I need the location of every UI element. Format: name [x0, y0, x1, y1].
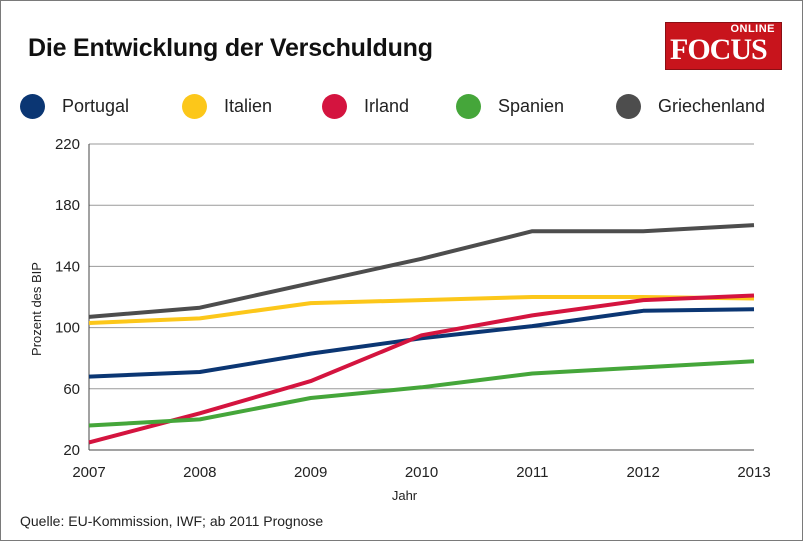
logo-focus-text: FOCUS [670, 33, 768, 66]
legend-label: Italien [224, 95, 273, 116]
legend-swatch [20, 93, 45, 119]
y-tick-label: 220 [55, 136, 80, 153]
series-line-griechenland [88, 223, 755, 319]
x-tick-label: 2008 [183, 464, 216, 481]
legend-swatch [456, 93, 481, 119]
legend-label: Spanien [498, 95, 565, 116]
series-line-spanien [88, 359, 755, 428]
series-line-italien [88, 295, 755, 325]
x-tick-label: 2012 [626, 464, 659, 481]
x-tick-label: 2011 [516, 464, 548, 481]
chart-title: Die Entwicklung der Verschuldung [28, 34, 433, 62]
legend-swatch [182, 93, 207, 119]
y-tick-label: 20 [63, 442, 80, 459]
legend-label: Portugal [62, 95, 130, 116]
logo-online-text: ONLINE [730, 23, 775, 35]
y-axis-title: Prozent des BIP [29, 262, 44, 356]
legend-item-portugal: Portugal [20, 91, 129, 121]
series-line-portugal [88, 307, 755, 379]
y-tick-label: 100 [55, 320, 80, 337]
y-tick-label: 180 [55, 197, 80, 214]
x-axis-title: Jahr [392, 488, 418, 503]
legend-item-griechenland: Griechenland [616, 91, 765, 121]
x-tick-label: 2009 [294, 464, 327, 481]
x-tick-label: 2013 [737, 464, 770, 481]
legend: Portugal Italien Irland Spanien Griechenland [20, 91, 800, 121]
legend-item-irland: Irland [322, 91, 409, 121]
legend-label: Irland [364, 95, 410, 116]
legend-item-italien: Italien [182, 91, 272, 121]
focus-online-logo[interactable]: ONLINE FOCUS [665, 22, 782, 70]
legend-swatch [322, 93, 347, 119]
x-tick-label: 2010 [405, 464, 438, 481]
x-tick-label: 2007 [72, 464, 105, 481]
source-note: Quelle: EU-Kommission, IWF; ab 2011 Prog… [20, 513, 324, 529]
legend-item-spanien: Spanien [456, 91, 564, 121]
series-line-irland [88, 293, 755, 445]
y-tick-label: 140 [55, 258, 80, 275]
y-tick-label: 60 [63, 381, 80, 398]
legend-label: Griechenland [658, 95, 766, 116]
legend-swatch [616, 93, 641, 119]
